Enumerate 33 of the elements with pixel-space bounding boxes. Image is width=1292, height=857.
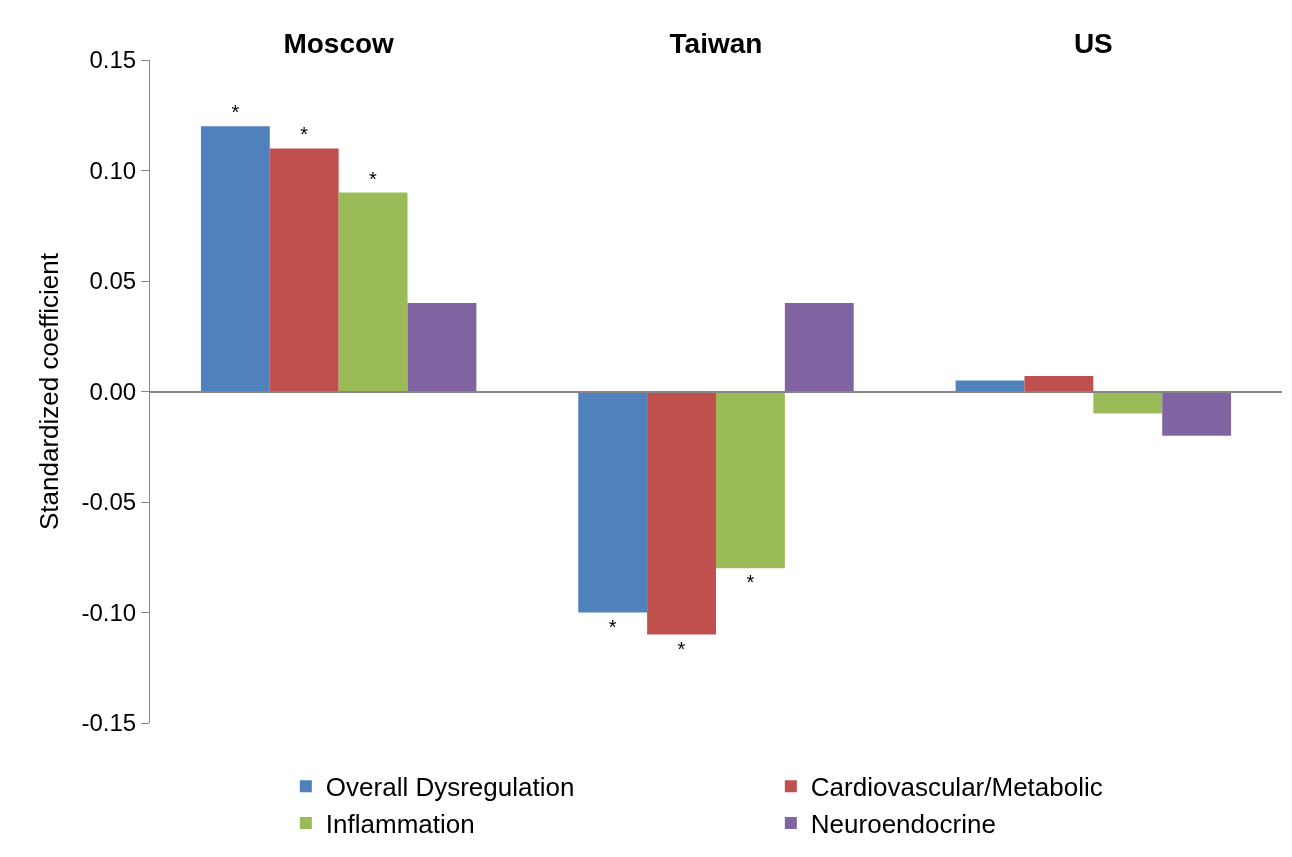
x-tick-label: Moscow xyxy=(283,28,395,60)
bar xyxy=(1024,376,1094,392)
legend-label: Cardiovascular/Metabolic xyxy=(810,772,1103,803)
bar xyxy=(578,391,648,613)
bar xyxy=(716,391,785,569)
bar xyxy=(955,380,1025,392)
x-tick-label: US xyxy=(1073,28,1113,60)
y-tick-label: 0.05 xyxy=(89,267,137,295)
x-tick-label: Taiwan xyxy=(669,28,763,60)
y-tick-label: -0.10 xyxy=(81,598,137,626)
y-tick-label: 0.15 xyxy=(89,46,137,74)
legend-label: Overall Dysregulation xyxy=(325,772,575,803)
y-tick-label: 0.00 xyxy=(89,377,137,405)
data-label: * xyxy=(746,571,755,594)
y-tick-label: -0.15 xyxy=(81,709,137,737)
y-axis-title: Standardized coefficient xyxy=(33,252,64,531)
bar xyxy=(200,126,270,392)
bar xyxy=(407,303,477,392)
bar xyxy=(784,303,854,392)
data-label: * xyxy=(300,123,309,146)
bar xyxy=(1162,391,1232,436)
data-label: * xyxy=(608,615,617,638)
bar xyxy=(269,148,339,392)
data-label: * xyxy=(677,637,686,660)
y-tick-label: 0.10 xyxy=(89,156,137,184)
legend-label: Neuroendocrine xyxy=(810,809,996,840)
y-tick-label: -0.05 xyxy=(81,488,137,516)
bar xyxy=(647,391,716,635)
bar xyxy=(1093,391,1163,414)
bar xyxy=(338,192,408,392)
data-label: * xyxy=(231,101,240,124)
legend-label: Inflammation xyxy=(325,809,475,840)
data-label: * xyxy=(369,167,378,190)
